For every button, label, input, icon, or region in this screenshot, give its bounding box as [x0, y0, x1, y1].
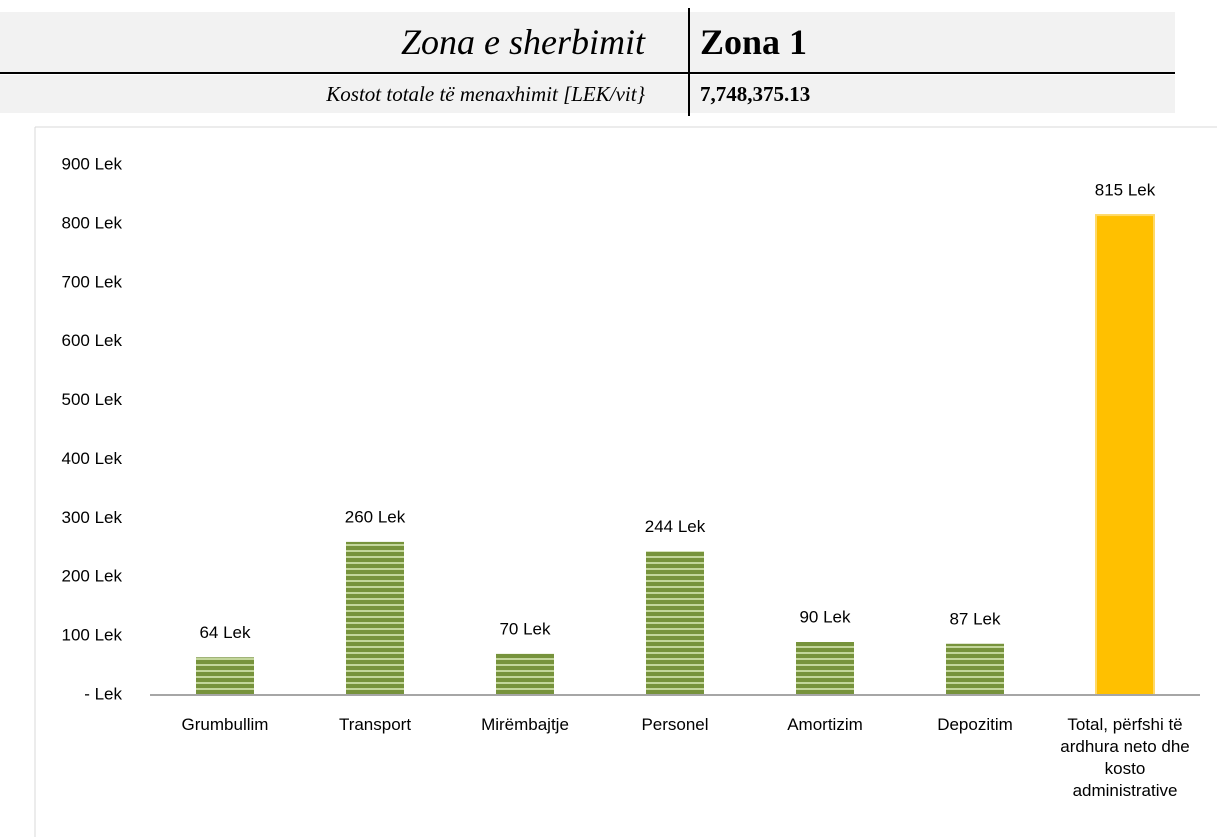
- data-label: 90 Lek: [799, 607, 851, 626]
- y-tick-label: 900 Lek: [62, 154, 123, 173]
- y-tick-label: 300 Lek: [62, 508, 123, 527]
- y-tick-label: 700 Lek: [62, 272, 123, 291]
- bar: [796, 642, 854, 695]
- x-tick-label: Mirëmbajtje: [481, 715, 569, 734]
- header-value: Zona 1: [700, 22, 808, 62]
- header-value: 7,748,375.13: [700, 81, 811, 106]
- x-tick-label: Depozitim: [937, 715, 1013, 734]
- x-tick-label: Grumbullim: [181, 715, 269, 734]
- data-label: 260 Lek: [345, 507, 406, 526]
- y-tick-label: 500 Lek: [62, 390, 123, 409]
- data-label: 87 Lek: [949, 609, 1001, 628]
- bar: [1095, 214, 1155, 697]
- x-tick-label: Transport: [338, 715, 412, 734]
- y-tick-label: 400 Lek: [62, 449, 123, 468]
- x-tick-label: Personel: [641, 715, 709, 734]
- header-row: Kostot totale të menaxhimit [LEK/vit} 7,…: [0, 75, 1175, 113]
- divider: [688, 8, 690, 116]
- data-label: 815 Lek: [1095, 181, 1156, 200]
- data-label: 64 Lek: [199, 623, 251, 642]
- bar: [946, 643, 1004, 695]
- bar: [646, 551, 704, 695]
- header-row: Zona e sherbimit Zona 1: [0, 12, 1175, 72]
- y-tick-label: 200 Lek: [62, 567, 123, 586]
- bar: [346, 541, 404, 695]
- bar: [196, 657, 254, 695]
- header-label: Zona e sherbimit: [400, 22, 645, 62]
- y-tick-label: - Lek: [84, 684, 122, 703]
- bar: [496, 653, 554, 695]
- data-label: 70 Lek: [499, 619, 551, 638]
- data-label: 244 Lek: [645, 517, 706, 536]
- rule: [0, 72, 1175, 74]
- x-tick-label: Amortizim: [787, 715, 863, 734]
- header-label: Kostot totale të menaxhimit [LEK/vit}: [326, 81, 645, 106]
- x-tick-label: Total, përfshi të ardhura neto dhe kosto…: [1060, 715, 1190, 800]
- y-tick-label: 800 Lek: [62, 213, 123, 232]
- chart-frame: [34, 126, 1217, 837]
- y-tick-label: 100 Lek: [62, 626, 123, 645]
- y-tick-label: 600 Lek: [62, 331, 123, 350]
